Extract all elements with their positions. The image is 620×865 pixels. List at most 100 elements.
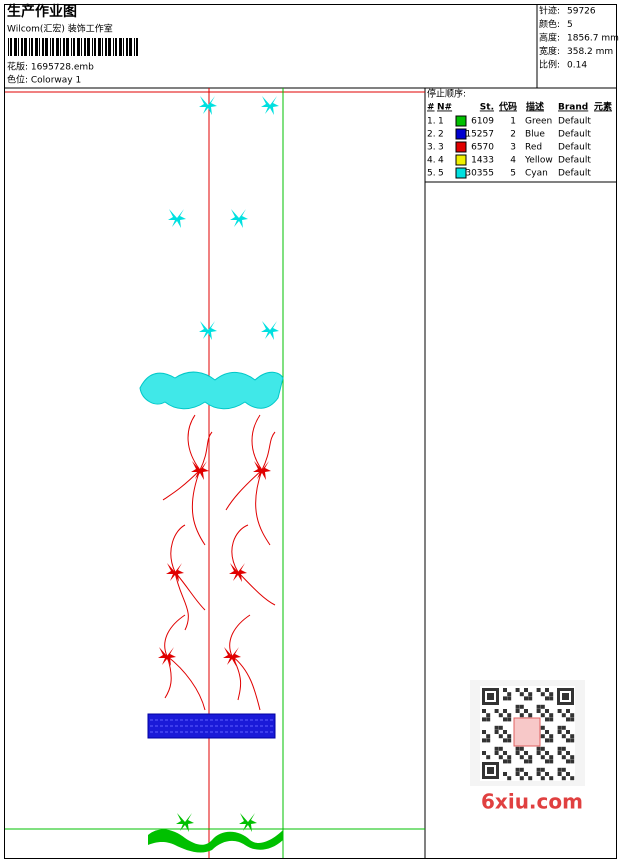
qr-module [524,709,528,713]
bar [60,38,61,56]
qr-module [528,696,533,701]
qr-module [503,709,507,713]
qr-module [549,717,554,722]
qr-module [503,717,507,722]
qr-module [561,755,566,760]
qr-module [549,696,554,701]
qr-module [549,776,554,781]
stat-value: 1856.7 mm [567,34,619,44]
qr-module [503,738,507,743]
qr-module [482,738,486,743]
qr-module [486,738,491,743]
qr-module [507,696,512,701]
qr-module [540,767,545,772]
watermark: 6xiu.com [481,790,583,814]
bar [126,38,128,56]
qr-module [515,767,520,772]
stat-label: 针迹: [539,5,560,17]
qr-module [524,772,528,776]
description: Green [525,117,552,127]
design-file: 花版: 1695728.emb [7,61,94,73]
bar [113,38,114,56]
qr-module [519,704,524,709]
column-header: Brand [558,103,588,113]
stat-value: 358.2 mm [567,47,613,57]
qr-module [549,734,554,739]
qr-module [566,772,570,776]
qr-module [515,772,520,776]
stitches: 15257 [465,130,494,140]
bar [71,38,72,56]
column-header: N# [437,103,452,113]
qr-module [566,730,570,734]
qr-module [507,776,512,781]
qr-module [515,751,520,755]
qr-module [549,713,554,718]
brand: Default [558,169,591,179]
qr-module [570,713,575,718]
qr-module [545,738,549,743]
company: Wilcom(汇宏) 装饰工作室 [7,23,113,35]
bar [134,38,135,56]
qr-module [507,734,512,739]
qr-module [536,751,541,755]
row-n: 4 [438,156,444,166]
qr-module [566,717,570,722]
qr-module [528,755,533,760]
qr-module [561,713,566,718]
qr-module [549,755,554,760]
code: 3 [510,143,516,153]
brand: Default [558,156,591,166]
qr-module [536,709,541,713]
row-no: 3. [427,143,436,153]
qr-finder [487,767,494,774]
stop-title: 停止顺序: [427,88,466,100]
stitches: 1433 [471,156,494,166]
qr-module [519,776,524,781]
stitches: 6570 [471,143,494,153]
qr-module [570,755,575,760]
stitches: 30355 [465,169,494,179]
qr-module [566,751,570,755]
qr-module [494,746,499,751]
bar [18,38,19,56]
qr-module [486,717,491,722]
qr-module [524,751,528,755]
qr-module [515,704,520,709]
bar [87,38,90,56]
qr-module [540,755,545,760]
qr-module [498,746,503,751]
qr-module [507,738,512,743]
column-header: 元素 [594,101,612,113]
qr-module [482,717,486,722]
bar [123,38,124,56]
qr-module [498,713,503,718]
qr-module [570,734,575,739]
row-n: 3 [438,143,444,153]
bar [84,38,86,56]
qr-module [557,746,562,751]
qr-module [503,759,507,764]
qr-module [528,713,533,718]
qr-module [507,692,512,697]
swatch [455,128,467,140]
swatch [455,115,467,127]
qr-module [494,725,499,730]
qr-module [566,709,570,713]
bar [98,38,101,56]
qr-module [570,717,575,722]
code: 5 [510,169,516,179]
qr-module [507,759,512,764]
bar [14,38,17,56]
brand: Default [558,130,591,140]
bar [10,38,12,56]
row-n: 5 [438,169,444,179]
bar [105,38,107,56]
qr-module [549,692,554,697]
qr-module [549,738,554,743]
code: 2 [510,130,516,140]
row-no: 4. [427,156,436,166]
title: 生产作业图 [7,3,77,20]
bar [94,38,96,56]
